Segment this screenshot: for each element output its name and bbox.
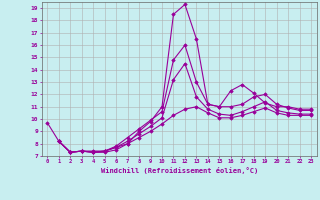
X-axis label: Windchill (Refroidissement éolien,°C): Windchill (Refroidissement éolien,°C) bbox=[100, 167, 258, 174]
